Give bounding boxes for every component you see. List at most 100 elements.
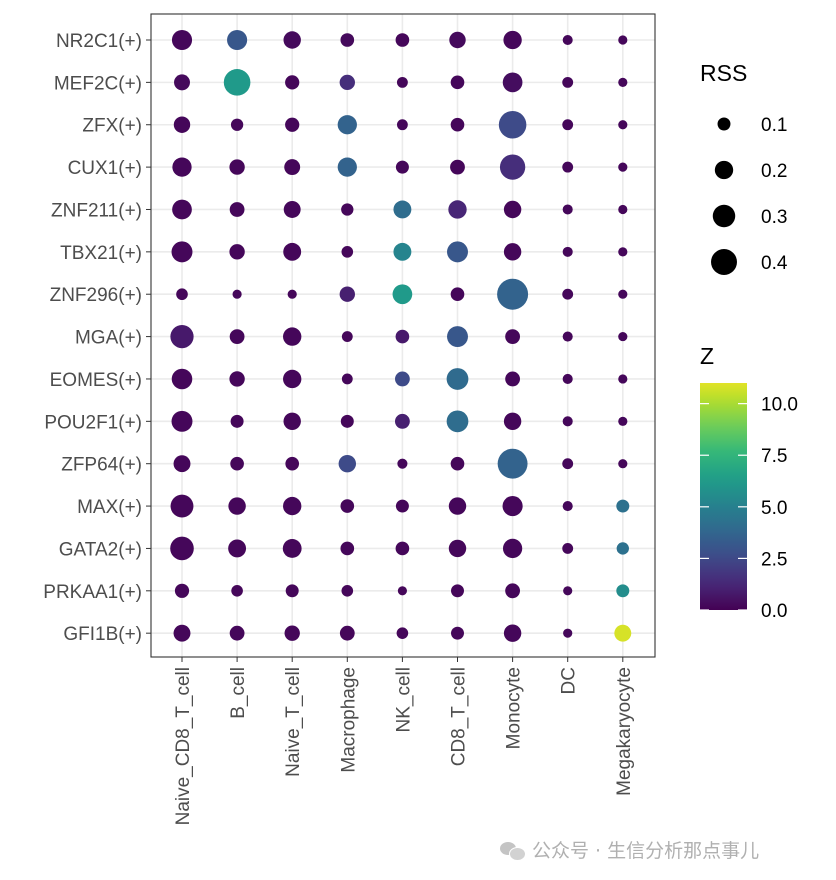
data-point — [562, 501, 573, 512]
plot-border — [150, 13, 656, 658]
data-point — [338, 454, 357, 473]
data-point — [505, 583, 520, 599]
data-point — [395, 371, 410, 387]
data-point — [562, 34, 573, 46]
data-point — [618, 374, 628, 384]
data-point — [497, 448, 528, 479]
x-tick-label: Naive_T_cell — [283, 667, 304, 777]
data-point — [341, 203, 354, 216]
data-point — [283, 369, 302, 389]
legend-size-key — [717, 117, 731, 131]
data-point — [393, 200, 412, 219]
data-point — [341, 585, 354, 597]
legend-color-label: 7.5 — [761, 446, 787, 467]
data-point — [502, 72, 523, 93]
data-point — [396, 119, 408, 131]
legend-color-label: 10.0 — [761, 395, 798, 416]
x-tick-label: Megakaryocyte — [614, 667, 635, 796]
data-point — [337, 115, 357, 135]
data-point — [562, 416, 573, 427]
data-point — [230, 414, 244, 428]
y-tick-label: PRKAA1(+) — [43, 582, 142, 603]
data-point — [171, 368, 193, 390]
data-point — [392, 284, 413, 305]
data-point — [287, 289, 297, 299]
data-point — [618, 35, 628, 45]
x-tick-label: Monocyte — [504, 667, 525, 749]
data-point — [505, 371, 520, 387]
legend-size-label: 0.2 — [761, 161, 787, 182]
data-point — [450, 287, 465, 302]
legend-color-label: 0.0 — [761, 601, 787, 622]
data-point — [505, 329, 520, 344]
data-point — [283, 412, 301, 431]
data-point — [618, 247, 628, 257]
data-point — [562, 119, 574, 131]
legend-size-key — [711, 249, 737, 275]
x-tick-label: Naive_CD8_T_cell — [173, 667, 194, 825]
data-point — [502, 538, 523, 559]
data-point — [173, 455, 191, 473]
x-tick-label: CD8_T_cell — [449, 667, 470, 766]
data-point — [283, 327, 302, 346]
data-point — [341, 331, 353, 343]
data-point — [340, 33, 355, 47]
data-point — [618, 416, 628, 426]
y-tick-label: MAX(+) — [77, 497, 142, 518]
y-tick-label: EOMES(+) — [50, 370, 142, 391]
y-tick-label: MEF2C(+) — [54, 73, 142, 94]
data-point — [230, 456, 244, 471]
legend-size-key — [714, 160, 734, 180]
data-point — [448, 200, 467, 219]
legend-color-bar — [700, 383, 747, 610]
data-point — [176, 288, 188, 301]
data-point — [282, 539, 302, 558]
data-point — [231, 585, 243, 597]
y-tick-label: GATA2(+) — [59, 539, 142, 560]
data-point — [395, 413, 410, 429]
data-point — [618, 204, 628, 215]
data-point — [173, 116, 191, 133]
data-point — [497, 278, 529, 310]
data-point — [174, 583, 190, 598]
watermark-text: 公众号 · 生信分析那点事儿 — [532, 840, 760, 862]
data-point — [229, 202, 245, 217]
legend-size-label: 0.3 — [761, 207, 787, 228]
data-point — [618, 459, 628, 469]
y-tick-label: ZFP64(+) — [61, 455, 142, 476]
legend-color-label: 2.5 — [761, 549, 787, 570]
data-point — [446, 410, 469, 433]
data-point — [341, 373, 353, 385]
data-point — [285, 75, 300, 90]
y-tick-label: POU2F1(+) — [44, 412, 142, 433]
data-point — [337, 157, 357, 177]
data-point — [171, 241, 193, 263]
data-point — [499, 154, 526, 180]
data-point — [395, 541, 410, 556]
data-point — [562, 204, 573, 215]
data-point — [448, 539, 467, 558]
y-tick-label: MGA(+) — [75, 328, 142, 349]
data-point — [618, 332, 628, 342]
data-point — [283, 31, 301, 49]
data-point — [228, 539, 247, 558]
data-point — [395, 33, 410, 47]
data-point — [229, 159, 245, 175]
data-point — [447, 241, 468, 263]
data-point — [502, 496, 523, 517]
data-point — [285, 117, 300, 132]
data-point — [228, 497, 246, 515]
data-point — [340, 499, 355, 513]
data-point — [341, 246, 354, 258]
data-point — [229, 244, 245, 260]
data-point — [170, 536, 194, 561]
data-point — [446, 368, 469, 390]
data-point — [451, 584, 464, 598]
data-point — [562, 373, 573, 384]
data-point — [396, 76, 408, 88]
data-point — [174, 74, 190, 91]
data-point — [450, 117, 465, 132]
data-point — [450, 159, 465, 175]
y-tick-label: ZFX(+) — [82, 116, 142, 137]
